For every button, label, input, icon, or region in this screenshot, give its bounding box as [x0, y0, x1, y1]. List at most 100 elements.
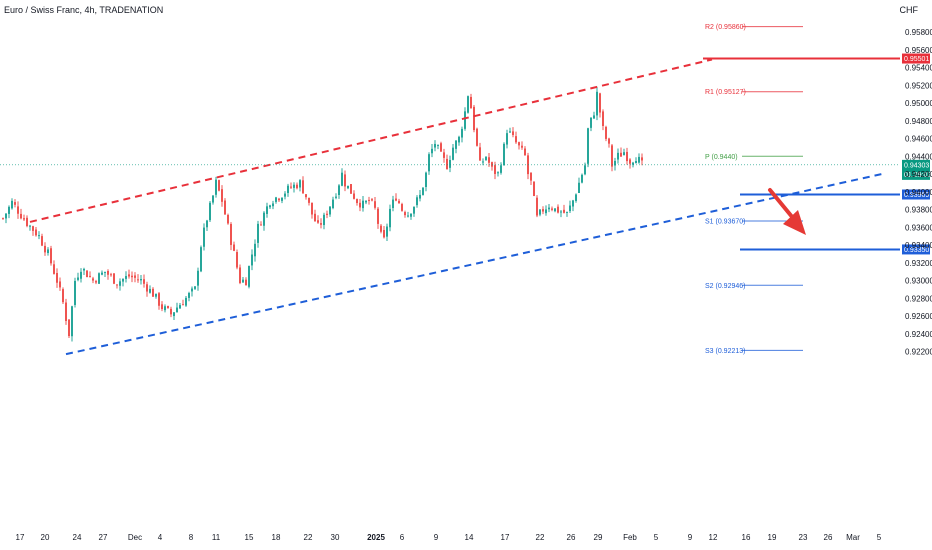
candle-body [413, 206, 415, 214]
pivot-levels: R2 (0.95860) R1 (0.95127) P (0.9440) S1 (0.… [705, 24, 803, 355]
candle-body [404, 212, 406, 216]
price-tick-label: 0.93200 [905, 259, 932, 268]
candle-body [302, 180, 304, 194]
candle-body [206, 220, 208, 228]
forecast-arrow-group [768, 188, 806, 235]
candle-body [440, 143, 442, 152]
candle-body [458, 136, 460, 143]
candle-body [242, 279, 244, 283]
candle-body [353, 193, 355, 199]
time-tick-label: 2025 [367, 533, 385, 542]
candle-body [281, 197, 283, 201]
candle-body [74, 280, 76, 305]
candle-body [287, 185, 289, 193]
price-tick-label: 0.92400 [905, 330, 932, 339]
candle-body [41, 236, 43, 246]
candle-body [455, 140, 457, 149]
key-level-badge [902, 53, 930, 64]
candle-body [437, 144, 439, 146]
candle-body [425, 172, 427, 188]
candle-body [551, 208, 553, 210]
candle-body [35, 229, 37, 236]
candle-body [536, 197, 538, 216]
candle-body [101, 272, 103, 275]
candle-body [359, 202, 361, 208]
candle-body [365, 200, 367, 203]
candle-body [71, 306, 73, 337]
candle-body [371, 199, 373, 201]
candle-body [428, 154, 430, 172]
price-tick-label: 0.95000 [905, 99, 932, 108]
candle-body [272, 203, 274, 207]
candle-body [575, 194, 577, 201]
candle-body [395, 198, 397, 201]
candle-body [227, 214, 229, 224]
lower-channel-line[interactable] [65, 173, 883, 356]
candle-body [314, 213, 316, 222]
candle-body [479, 147, 481, 161]
candle-body [329, 206, 331, 215]
candle-body [221, 189, 223, 202]
candle-body [509, 131, 511, 133]
candle-body [641, 157, 643, 161]
candle-body [557, 206, 559, 213]
candle-body [626, 151, 628, 162]
time-axis[interactable]: 17 20 24 27 Dec 4 8 11 15 18 22 30 2025 6 9 14 17 22 26 29 F… [16, 533, 882, 542]
time-tick-label: 15 [245, 533, 254, 542]
time-tick-label: 14 [465, 533, 474, 542]
candle-body [212, 195, 214, 203]
candle-body [431, 148, 433, 154]
candle-body [218, 180, 220, 191]
candle-body [590, 117, 592, 128]
time-tick-label: 8 [189, 533, 194, 542]
candle-body [194, 286, 196, 289]
candle-body [356, 198, 358, 204]
candle-body [38, 235, 40, 237]
candle-body [275, 197, 277, 202]
time-tick-label: 27 [99, 533, 108, 542]
candle-body [320, 223, 322, 225]
candle-body [119, 281, 121, 286]
candle-body [110, 274, 112, 276]
candle-body [284, 193, 286, 197]
time-tick-label: 24 [73, 533, 82, 542]
candle-body [521, 145, 523, 148]
candle-body [188, 293, 190, 298]
candle-body [32, 226, 34, 231]
candle-body [230, 223, 232, 245]
candle-body [512, 131, 514, 136]
price-tick-label: 0.94400 [905, 152, 932, 161]
candle-body [497, 172, 499, 174]
price-tick-label: 0.95800 [905, 28, 932, 37]
candle-body [503, 143, 505, 166]
candle-body [167, 306, 169, 309]
candle-body [80, 271, 82, 279]
candle-body [419, 194, 421, 199]
candle-body [83, 268, 85, 271]
channel-lines [29, 58, 883, 356]
candle-body [14, 202, 16, 205]
upper-channel-line[interactable] [29, 58, 713, 223]
candle-body [407, 215, 409, 217]
candle-body [602, 111, 604, 126]
price-axis[interactable]: 0.95800 0.95600 0.95400 0.95200 0.95000 0.948… [905, 28, 932, 357]
candle-body [266, 206, 268, 214]
key-level-badge [902, 244, 930, 255]
candle-body [569, 205, 571, 212]
candle-body [89, 275, 91, 277]
time-tick-label: 18 [272, 533, 281, 542]
candle-body [632, 162, 634, 165]
candle-body [317, 220, 319, 223]
candle-body [251, 254, 253, 266]
key-level-badge-label: 0.95501 [904, 56, 929, 63]
candle-body [392, 199, 394, 209]
candle-body [215, 179, 217, 195]
candle-body [470, 96, 472, 109]
candle-body [200, 247, 202, 272]
candle-body [416, 197, 418, 206]
pivot-level-label: S2 (0.92946) [705, 283, 745, 290]
candle-body [182, 304, 184, 306]
candle-body [26, 217, 28, 227]
